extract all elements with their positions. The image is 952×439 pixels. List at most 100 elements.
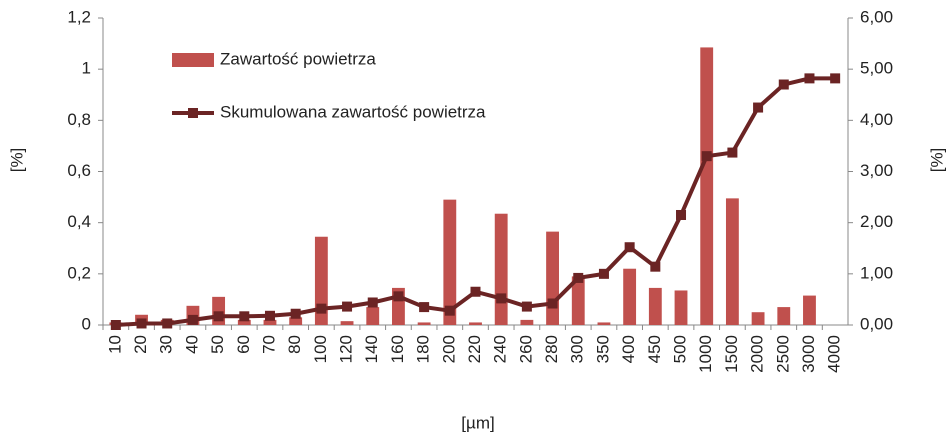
x-tick-label: 400 — [619, 335, 638, 363]
x-tick-label: 70 — [259, 335, 278, 354]
bar — [777, 307, 791, 325]
y2-tick-label: 1,00 — [860, 263, 893, 282]
bar — [803, 295, 816, 325]
marker — [778, 79, 789, 90]
bar — [751, 312, 765, 325]
y2-axis-title: [%] — [927, 148, 946, 173]
x-tick-label: 500 — [671, 335, 690, 363]
x-tick-label: 50 — [208, 335, 227, 354]
bar — [520, 319, 534, 325]
y-tick-label: 0,4 — [67, 212, 91, 231]
x-tick-label: 260 — [516, 335, 535, 363]
x-tick-label: 1500 — [722, 335, 741, 373]
marker — [239, 311, 250, 322]
bar — [700, 47, 714, 325]
bar — [237, 319, 251, 325]
y2-tick-label: 6,00 — [860, 7, 893, 26]
bar — [623, 268, 637, 325]
bar — [417, 322, 431, 325]
marker — [264, 310, 275, 321]
marker — [547, 298, 558, 309]
bar — [469, 322, 482, 325]
bar — [546, 231, 559, 325]
y2-tick-label: 3,00 — [860, 161, 893, 180]
bar — [314, 236, 328, 325]
x-tick-label: 1000 — [696, 335, 715, 373]
x-tick-label: 350 — [593, 335, 612, 363]
marker — [213, 311, 224, 322]
bar — [648, 287, 662, 325]
y-tick-label: 1 — [82, 59, 91, 78]
x-tick-label: 140 — [362, 335, 381, 363]
y2-tick-label: 0,00 — [860, 314, 893, 333]
x-tick-label: 220 — [465, 335, 484, 363]
legend-label: Zawartość powietrza — [220, 49, 376, 68]
marker — [393, 291, 404, 302]
y2-tick-label: 2,00 — [860, 212, 893, 231]
x-tick-label: 2500 — [773, 335, 792, 373]
marker — [727, 147, 738, 158]
y2-tick-label: 4,00 — [860, 110, 893, 129]
x-tick-label: 30 — [157, 335, 176, 354]
y-tick-label: 0 — [82, 314, 91, 333]
y-tick-label: 0,6 — [67, 161, 91, 180]
legend-swatch — [172, 53, 214, 67]
x-tick-label: 300 — [568, 335, 587, 363]
x-tick-label: 2000 — [748, 335, 767, 373]
marker — [753, 102, 764, 113]
bar — [494, 213, 508, 325]
marker — [290, 308, 301, 319]
marker — [830, 73, 841, 84]
marker — [598, 268, 609, 279]
bar — [263, 319, 277, 325]
marker — [419, 302, 430, 313]
x-tick-label: 20 — [131, 335, 150, 354]
marker — [342, 301, 353, 312]
x-tick-label: 200 — [439, 335, 458, 363]
marker — [573, 272, 584, 283]
y-tick-label: 0,2 — [67, 263, 91, 282]
marker — [444, 305, 455, 316]
marker — [521, 301, 532, 312]
x-tick-label: 180 — [414, 335, 433, 363]
bar — [597, 322, 611, 325]
bar — [289, 317, 303, 325]
legend-label: Skumulowana zawartość powietrza — [220, 102, 486, 121]
marker — [470, 286, 481, 297]
x-axis-title: [µm] — [461, 413, 494, 432]
legend-swatch — [188, 108, 198, 118]
x-tick-label: 160 — [388, 335, 407, 363]
marker — [650, 261, 661, 272]
bar — [674, 290, 688, 325]
marker — [316, 303, 327, 314]
bar — [571, 276, 585, 325]
x-tick-label: 3000 — [799, 335, 818, 373]
marker — [496, 293, 507, 304]
marker — [110, 320, 121, 330]
x-tick-label: 120 — [337, 335, 356, 363]
x-tick-label: 280 — [542, 335, 561, 363]
x-tick-label: 450 — [645, 335, 664, 363]
y-tick-label: 0,8 — [67, 110, 91, 129]
marker — [162, 318, 173, 329]
y-axis-title: [%] — [7, 148, 26, 173]
marker — [701, 151, 712, 162]
y-tick-label: 1,2 — [67, 7, 91, 26]
marker — [624, 242, 635, 253]
bar — [366, 307, 380, 325]
x-tick-label: 40 — [182, 335, 201, 354]
bar — [443, 199, 457, 325]
x-tick-label: 10 — [105, 335, 124, 354]
bar — [725, 198, 739, 325]
marker — [367, 297, 378, 308]
y2-tick-label: 5,00 — [860, 59, 893, 78]
x-tick-label: 60 — [234, 335, 253, 354]
marker — [187, 314, 198, 325]
bar — [340, 321, 354, 325]
marker — [804, 73, 815, 84]
x-tick-label: 100 — [311, 335, 330, 363]
marker — [136, 318, 147, 329]
x-tick-label: 240 — [491, 335, 510, 363]
x-tick-label: 80 — [285, 335, 304, 354]
